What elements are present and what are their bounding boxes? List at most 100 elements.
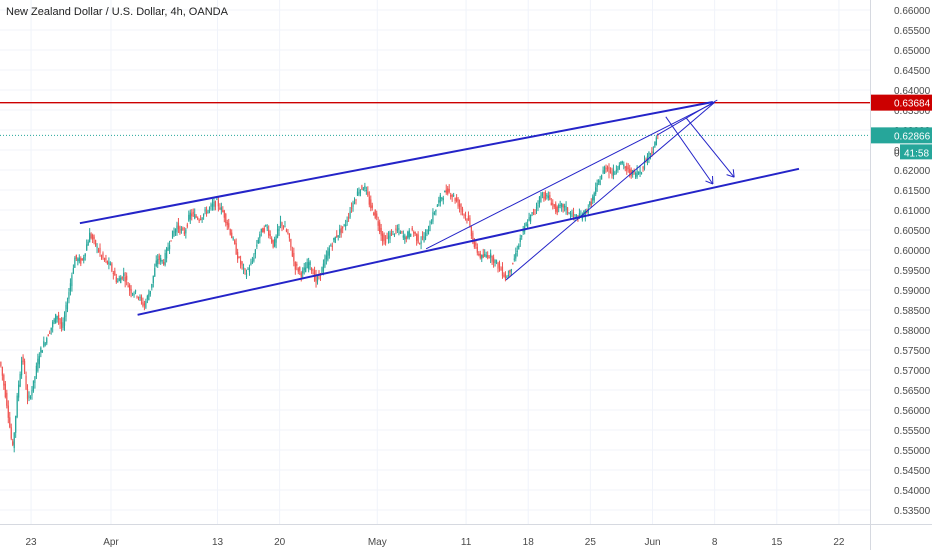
x-tick-label: Jun xyxy=(644,537,660,548)
candle-body xyxy=(505,274,506,279)
candle-body xyxy=(188,215,189,221)
candle-body xyxy=(99,248,100,253)
candle-body xyxy=(170,240,171,241)
candle-body xyxy=(484,254,485,255)
candle-body xyxy=(274,239,275,246)
candle-body xyxy=(286,230,287,232)
candle-body xyxy=(653,152,654,153)
candle-body xyxy=(614,172,615,175)
candle-body xyxy=(548,196,549,198)
candle-body xyxy=(111,264,112,271)
candle-body xyxy=(339,229,340,234)
candle-body xyxy=(85,253,86,256)
candle-body xyxy=(160,258,161,262)
candle-body xyxy=(410,234,411,237)
candle-body xyxy=(89,233,90,243)
candle-body xyxy=(117,281,118,282)
candle-body xyxy=(268,230,269,236)
candle-body xyxy=(178,223,179,229)
candle-body xyxy=(210,205,211,207)
candle-body xyxy=(191,214,192,217)
x-tick-label: May xyxy=(368,537,387,548)
candle-body xyxy=(324,259,325,267)
candle-body xyxy=(70,283,71,291)
candle-body xyxy=(252,261,253,262)
candle-body xyxy=(626,166,627,171)
candle-body xyxy=(477,247,478,253)
candle-body xyxy=(8,406,9,418)
candle-body xyxy=(14,433,15,448)
candle-body xyxy=(162,260,163,261)
y-tick-label: 0.58500 xyxy=(894,306,931,317)
candle-body xyxy=(290,239,291,247)
y-tick-label: 0.62000 xyxy=(894,166,931,177)
candle-body xyxy=(617,169,618,171)
candle-body xyxy=(49,333,50,334)
candle-body xyxy=(345,225,346,227)
x-tick-label: 11 xyxy=(461,537,472,548)
y-tick-label: 0.60000 xyxy=(894,246,931,257)
candle-body xyxy=(641,173,642,174)
candle-body xyxy=(139,297,140,298)
candle-body xyxy=(129,285,130,291)
candle-body xyxy=(216,199,217,200)
candle-body xyxy=(481,255,482,259)
candle-body xyxy=(148,294,149,300)
candle-body xyxy=(6,393,7,406)
candle-body xyxy=(287,232,288,234)
candle-body xyxy=(551,203,552,206)
candle-body xyxy=(552,203,553,204)
candle-body xyxy=(389,233,390,240)
candle-body xyxy=(520,238,521,242)
current-price-label: 0.62866 xyxy=(894,131,931,142)
candle-body xyxy=(429,226,430,232)
candle-body xyxy=(543,197,544,199)
candle-body xyxy=(209,207,210,208)
candle-body xyxy=(526,223,527,226)
y-tick-label: 0.58000 xyxy=(894,326,931,337)
candle-body xyxy=(175,229,176,233)
candle-body xyxy=(521,236,522,237)
candle-body xyxy=(253,258,254,261)
candle-body xyxy=(281,222,282,226)
candle-body xyxy=(539,197,540,204)
candle-body xyxy=(453,195,454,196)
candle-body xyxy=(243,267,244,268)
candle-body xyxy=(428,230,429,234)
candle-body xyxy=(283,226,284,228)
candle-body xyxy=(296,264,297,266)
candle-body xyxy=(28,395,29,397)
candle-body xyxy=(82,259,83,260)
candle-body xyxy=(443,198,444,200)
candle-body xyxy=(440,195,441,203)
candle-body xyxy=(30,397,31,398)
candle-body xyxy=(460,204,461,210)
candle-body xyxy=(215,201,216,207)
candle-body xyxy=(349,211,350,217)
candle-body xyxy=(200,219,201,220)
candle-body xyxy=(351,208,352,209)
candle-body xyxy=(407,232,408,238)
candle-body xyxy=(65,305,66,317)
candle-body xyxy=(518,246,519,250)
candle-body xyxy=(256,245,257,247)
candle-body xyxy=(438,200,439,202)
candle-body xyxy=(537,205,538,206)
candle-body xyxy=(490,253,491,257)
candle-body xyxy=(549,195,550,200)
candle-body xyxy=(159,256,160,260)
candle-body xyxy=(83,257,84,260)
candle-body xyxy=(329,248,330,255)
candle-body xyxy=(247,269,248,270)
candle-body xyxy=(635,173,636,177)
candle-body xyxy=(64,316,65,326)
candle-body xyxy=(156,261,157,266)
candle-body xyxy=(239,257,240,258)
candle-body xyxy=(42,350,43,352)
candle-body xyxy=(463,214,464,215)
candle-body xyxy=(361,185,362,189)
candle-body xyxy=(441,198,442,199)
x-tick-label: 20 xyxy=(274,537,286,548)
